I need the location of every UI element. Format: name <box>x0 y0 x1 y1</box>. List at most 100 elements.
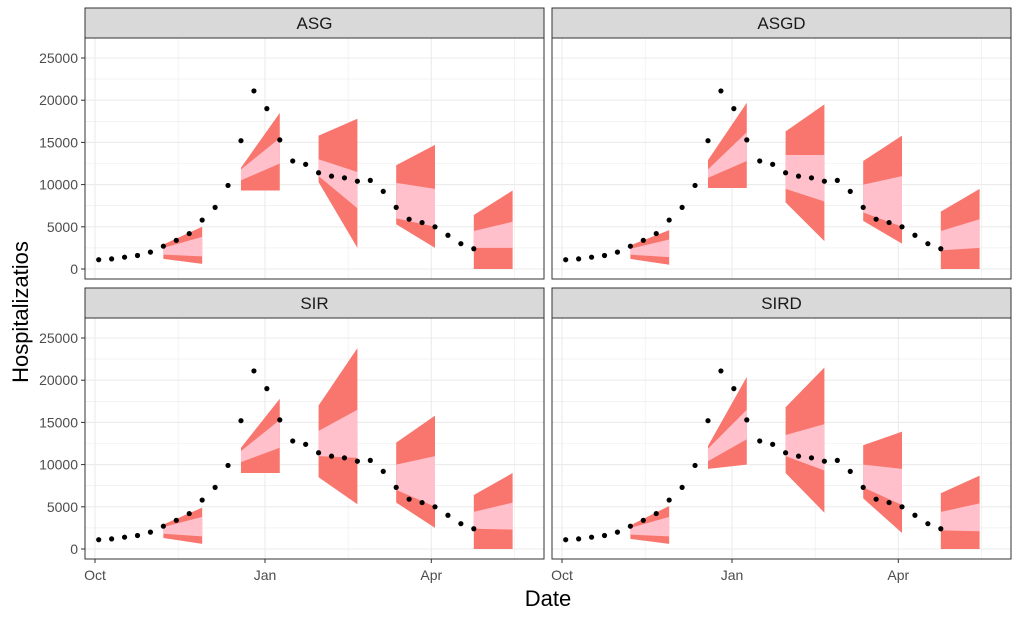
y-tick-label: 20000 <box>39 92 78 108</box>
data-point <box>653 230 659 237</box>
x-tick-label: Apr <box>887 567 909 583</box>
data-point <box>96 257 102 263</box>
data-point <box>640 237 646 243</box>
data-point <box>186 230 192 237</box>
facet-panel-sir: SIR 0 5000 10000 15000 20000 25000 Oct Jan Apr <box>39 287 545 583</box>
data-point <box>705 138 711 144</box>
data-point <box>795 173 802 179</box>
data-point <box>251 368 257 374</box>
data-point <box>264 386 270 392</box>
data-point <box>653 510 659 517</box>
y-tick-label: 25000 <box>39 330 78 346</box>
data-point <box>290 438 296 444</box>
data-point <box>925 241 931 247</box>
panel-background <box>85 38 544 279</box>
forecast-inner-band <box>473 502 513 530</box>
forecast-inner-band <box>940 503 980 532</box>
data-point <box>692 462 698 469</box>
data-point <box>679 484 685 490</box>
facet-panel-asg: ASG 0 5000 10000 15000 20000 25000 <box>39 7 545 280</box>
forecast-inner-band <box>707 409 747 462</box>
data-point <box>860 204 866 210</box>
x-tick-label: Oct <box>84 567 106 583</box>
data-point <box>160 243 166 249</box>
observed-points <box>96 368 477 543</box>
forecast-inner-band <box>240 138 280 181</box>
data-point <box>588 534 595 540</box>
y-tick-label: 5000 <box>47 219 78 235</box>
data-point <box>419 499 425 506</box>
data-point <box>341 455 348 461</box>
y-tick-label: 15000 <box>39 414 78 430</box>
data-point <box>886 219 892 226</box>
data-point <box>471 526 477 532</box>
data-point <box>899 224 905 230</box>
data-point <box>147 529 154 535</box>
data-point <box>380 188 386 194</box>
facet-strip-label: SIR <box>300 294 328 313</box>
data-point <box>847 188 853 194</box>
panel-border <box>551 317 1012 560</box>
data-point <box>795 453 802 459</box>
data-point <box>277 417 283 423</box>
data-point <box>225 182 231 189</box>
data-point <box>912 232 918 238</box>
data-point <box>341 175 348 181</box>
y-tick-label: 10000 <box>39 177 78 193</box>
data-point <box>718 368 724 374</box>
data-point <box>757 158 763 164</box>
data-point <box>173 237 179 243</box>
panel-background <box>552 38 1011 279</box>
forecast-inner-band <box>863 464 902 506</box>
data-point <box>303 161 309 167</box>
data-point <box>782 170 789 176</box>
forecast-inner-band <box>396 182 435 227</box>
facet-strip <box>551 7 1012 39</box>
data-point <box>705 418 711 424</box>
data-point <box>757 438 763 444</box>
data-point <box>847 468 853 474</box>
forecast-inner-band <box>473 221 513 248</box>
forecast-bands <box>630 102 980 269</box>
data-point <box>251 88 257 94</box>
data-point <box>731 106 737 112</box>
data-point <box>367 177 373 183</box>
y-axis-title: Hospitalizatios <box>8 241 33 383</box>
data-point <box>328 453 335 459</box>
data-point <box>886 499 892 506</box>
y-tick-label: 20000 <box>39 372 78 388</box>
y-tick-label: 15000 <box>39 134 78 150</box>
data-point <box>873 496 879 502</box>
facet-panel-sird: SIRD Oct Jan Apr <box>551 287 1012 583</box>
data-point <box>808 175 815 181</box>
x-axis-title: Date <box>525 586 571 611</box>
data-point <box>406 496 412 502</box>
data-point <box>238 138 244 144</box>
data-point <box>315 170 322 176</box>
data-point <box>134 252 141 259</box>
data-point <box>576 536 582 542</box>
facet-panel-asgd: ASGD <box>551 7 1012 280</box>
data-point <box>471 246 477 252</box>
data-point <box>290 158 296 164</box>
panel-border <box>551 37 1012 280</box>
data-point <box>782 450 789 456</box>
data-point <box>445 512 451 518</box>
data-point <box>679 204 685 210</box>
panel-border <box>84 37 545 280</box>
forecast-inner-band <box>785 424 825 471</box>
observed-points <box>563 368 944 543</box>
data-point <box>731 386 737 392</box>
data-point <box>808 455 815 461</box>
y-tick-label: 5000 <box>47 499 78 515</box>
data-point <box>614 529 621 535</box>
data-point <box>315 450 322 456</box>
data-point <box>354 458 360 464</box>
data-point <box>160 523 166 529</box>
y-tick-label: 10000 <box>39 457 78 473</box>
forecast-inner-band <box>163 516 203 537</box>
x-tick-label: Apr <box>420 567 442 583</box>
facet-strip-label: ASGD <box>757 14 805 33</box>
data-point <box>264 106 270 112</box>
data-point <box>563 257 569 263</box>
